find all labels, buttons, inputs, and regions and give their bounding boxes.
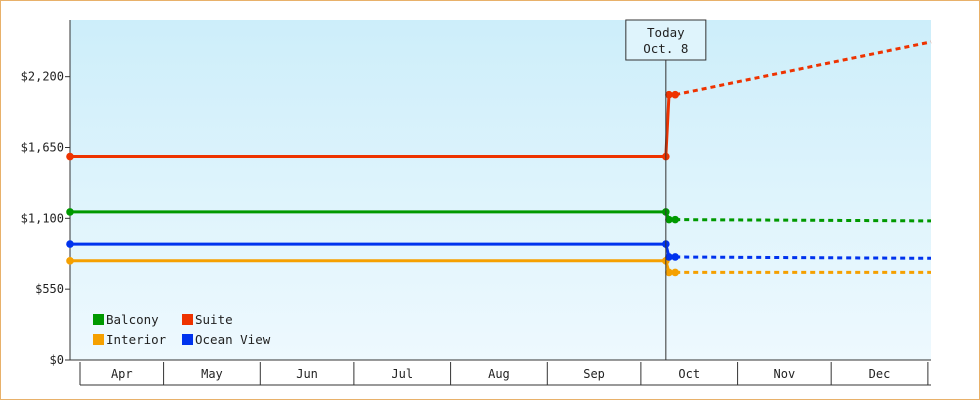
x-tick-label: Nov	[774, 367, 796, 381]
series-forecast-line	[675, 255, 932, 260]
x-tick-label: Dec	[869, 367, 891, 381]
data-point	[671, 253, 679, 261]
series-suite	[66, 40, 932, 161]
x-tick-label: Aug	[488, 367, 510, 381]
axes: $0 $550 $1,100 $1,650 $2,200 Apr May Jun Jul Aug S…	[21, 20, 931, 386]
data-point	[665, 253, 673, 261]
data-point	[66, 240, 74, 248]
legend: Balcony Suite Interior Ocean View	[93, 312, 271, 347]
y-tick-label: $1,100	[21, 211, 64, 225]
series-ocean-view	[66, 240, 932, 261]
y-tick-label: $550	[35, 282, 64, 296]
legend-swatch	[182, 314, 193, 325]
data-point	[665, 215, 673, 224]
series-forecast-line	[674, 40, 932, 97]
legend-label: Ocean View	[195, 332, 271, 347]
legend-swatch	[182, 334, 193, 345]
x-tick-label: Sep	[583, 367, 605, 381]
data-point	[665, 90, 673, 99]
x-tick-label: Jun	[296, 367, 318, 381]
legend-label: Suite	[195, 312, 233, 327]
series-interior	[66, 257, 931, 277]
data-point	[671, 268, 679, 277]
series-group	[66, 40, 932, 277]
plot-area	[70, 20, 931, 360]
data-point	[665, 268, 673, 277]
today-label: Today	[647, 25, 685, 40]
legend-label: Interior	[106, 332, 167, 347]
series-forecast-line	[675, 218, 932, 223]
data-point	[66, 257, 74, 265]
data-point	[66, 152, 74, 161]
y-tick-label: $0	[50, 353, 64, 367]
x-tick-label: Apr	[111, 367, 133, 381]
today-box	[625, 19, 707, 61]
y-tick-label: $2,200	[21, 70, 64, 84]
y-tick-label: $1,650	[21, 141, 64, 155]
legend-swatch	[93, 314, 104, 325]
series-balcony	[66, 208, 932, 224]
x-tick-label: May	[201, 367, 223, 381]
x-tick-label: Jul	[391, 367, 413, 381]
data-point	[66, 208, 74, 216]
legend-swatch	[93, 334, 104, 345]
data-point	[671, 215, 679, 224]
legend-label: Balcony	[106, 312, 159, 327]
data-point	[671, 90, 679, 99]
x-tick-label: Oct	[678, 367, 700, 381]
today-date: Oct. 8	[643, 41, 688, 56]
